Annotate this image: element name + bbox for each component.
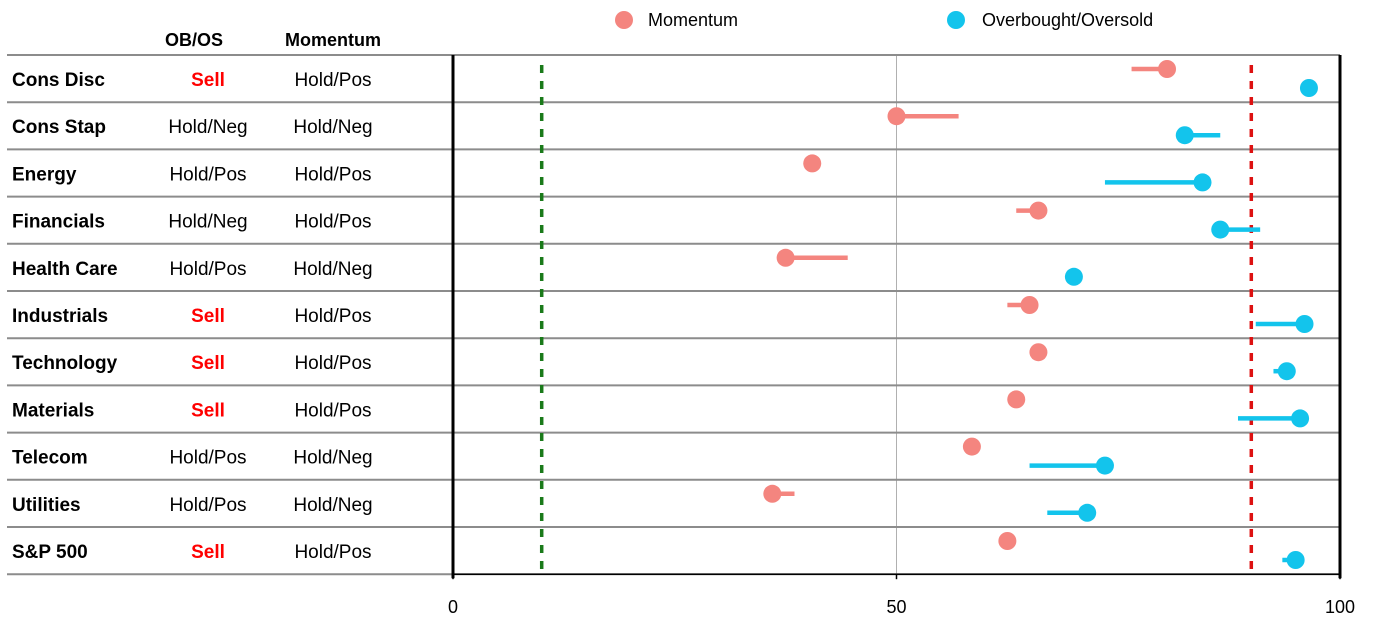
legend-item-momentum: Momentum	[615, 10, 738, 30]
row-label: Energy	[12, 164, 77, 185]
momentum-signal: Hold/Pos	[294, 70, 371, 91]
row-label: Technology	[12, 353, 118, 374]
row-industrials: Industrials Sell Hold/Pos	[12, 296, 1314, 333]
row-materials: Materials Sell Hold/Pos	[12, 390, 1310, 428]
momentum-point	[1007, 390, 1026, 409]
row-label: Telecom	[12, 448, 88, 469]
momentum-signal: Hold/Pos	[294, 212, 371, 233]
obos-point	[1291, 409, 1310, 428]
momentum-point	[1158, 60, 1177, 78]
row-telecom: Telecom Hold/Pos Hold/Neg	[12, 437, 1114, 475]
row-cons-stap: Cons Stap Hold/Neg Hold/Neg	[12, 107, 1221, 145]
legend-label-obos: Overbought/Oversold	[982, 10, 1153, 30]
x-tick-label-0: 0	[448, 597, 458, 617]
obos-point	[1286, 551, 1305, 569]
momentum-point	[776, 248, 795, 267]
row-label: Cons Disc	[12, 70, 105, 91]
obos-signal: Sell	[191, 353, 225, 374]
momentum-signal: Hold/Pos	[294, 542, 371, 563]
obos-signal: Sell	[191, 542, 225, 563]
row-technology: Technology Sell Hold/Pos	[12, 343, 1296, 381]
row-label: Financials	[12, 212, 105, 233]
momentum-signal: Hold/Pos	[294, 306, 371, 327]
obos-point	[1078, 503, 1097, 522]
momentum-signal: Hold/Pos	[294, 164, 371, 185]
row-s-p-500: S&P 500 Sell Hold/Pos	[12, 532, 1305, 569]
momentum-signal: Hold/Neg	[293, 259, 372, 280]
momentum-point	[1020, 296, 1039, 314]
momentum-point	[1029, 201, 1048, 220]
obos-signal: Hold/Pos	[169, 259, 246, 280]
momentum-point	[1029, 343, 1048, 362]
obos-signal: Sell	[191, 400, 225, 421]
momentum-point	[803, 154, 822, 173]
obos-signal: Hold/Neg	[168, 117, 247, 138]
momentum-signal: Hold/Pos	[294, 353, 371, 374]
momentum-point	[998, 532, 1017, 550]
x-tick-label-100: 100	[1325, 597, 1355, 617]
obos-signal: Hold/Pos	[169, 495, 246, 516]
momentum-point	[763, 484, 782, 503]
header-obos: OB/OS	[165, 30, 223, 50]
row-label: Industrials	[12, 306, 108, 327]
momentum-signal: Hold/Neg	[293, 495, 372, 516]
obos-point	[1175, 126, 1194, 145]
momentum-point	[962, 437, 981, 456]
row-label: Cons Stap	[12, 117, 106, 138]
legend-marker-momentum	[615, 11, 633, 29]
obos-signal: Sell	[191, 306, 225, 327]
legend-label-momentum: Momentum	[648, 10, 738, 30]
row-label: Utilities	[12, 495, 81, 516]
obos-point	[1211, 220, 1230, 239]
row-label: Health Care	[12, 259, 118, 280]
momentum-point	[887, 107, 906, 126]
obos-signal: Hold/Pos	[169, 448, 246, 469]
header-momentum: Momentum	[285, 30, 381, 50]
momentum-signal: Hold/Neg	[293, 448, 372, 469]
obos-point	[1095, 456, 1114, 475]
row-energy: Energy Hold/Pos Hold/Pos	[12, 154, 1212, 192]
row-health-care: Health Care Hold/Pos Hold/Neg	[12, 248, 1083, 286]
obos-point	[1193, 173, 1212, 192]
obos-signal: Hold/Neg	[168, 212, 247, 233]
row-utilities: Utilities Hold/Pos Hold/Neg	[12, 484, 1097, 522]
momentum-signal: Hold/Pos	[294, 400, 371, 421]
row-cons-disc: Cons Disc Sell Hold/Pos	[12, 60, 1318, 97]
x-tick-label-50: 50	[886, 597, 906, 617]
legend-item-obos: Overbought/Oversold	[947, 10, 1153, 30]
row-label: S&P 500	[12, 542, 88, 563]
obos-signal: Hold/Pos	[169, 164, 246, 185]
obos-point	[1277, 362, 1296, 381]
momentum-signal: Hold/Neg	[293, 117, 372, 138]
row-label: Materials	[12, 400, 94, 421]
obos-point	[1295, 315, 1314, 333]
obos-point	[1299, 79, 1318, 97]
legend-marker-obos	[947, 11, 965, 29]
obos-point	[1064, 267, 1083, 286]
row-financials: Financials Hold/Neg Hold/Pos	[12, 201, 1261, 239]
obos-signal: Sell	[191, 70, 225, 91]
